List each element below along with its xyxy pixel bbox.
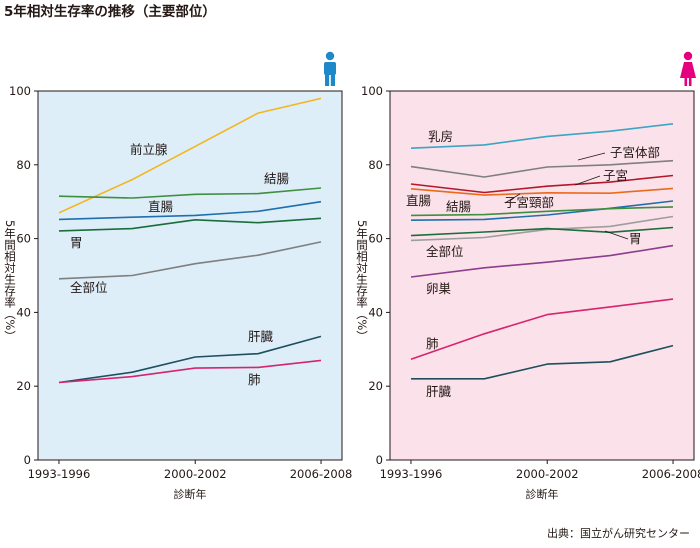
icon-head (325, 51, 335, 61)
y-tick-label: 60 (368, 232, 383, 246)
icon-head (683, 51, 693, 61)
series-label-9: 肺 (426, 336, 439, 351)
x-tick-label: 2000-2002 (164, 467, 227, 481)
label-leader-line-1 (574, 175, 601, 186)
y-tick-label: 80 (16, 158, 31, 172)
series-line-0 (410, 123, 674, 149)
series-line-2 (410, 174, 674, 194)
y-tick-label: 20 (368, 379, 383, 393)
x-axis-label: 診断年 (526, 487, 559, 501)
y-tick-label: 60 (16, 232, 31, 246)
male-person-icon (324, 51, 336, 86)
series-label-0: 前立腺 (130, 142, 168, 157)
plot-area (389, 90, 695, 461)
label-leader-line-2 (504, 193, 521, 204)
plot-area (37, 90, 343, 461)
page-title: 5年相対生存率の推移（主要部位） (4, 3, 216, 20)
series-line-8 (410, 244, 674, 278)
y-tick-label: 40 (16, 305, 31, 319)
series-label-1: 結腸 (264, 171, 290, 186)
y-axis-label: 5年間相対生存率（%） (355, 220, 369, 342)
y-tick-label: 100 (9, 84, 31, 98)
x-tick-label: 2006-2008 (290, 467, 353, 481)
icon-dress (680, 62, 696, 78)
x-axis-label: 診断年 (174, 487, 207, 501)
y-axis-label: 5年間相対生存率（%） (3, 220, 17, 342)
y-tick-label: 40 (368, 305, 383, 319)
y-tick-label: 100 (361, 84, 383, 98)
series-line-7 (410, 226, 674, 237)
series-label-2: 直腸 (148, 199, 174, 214)
y-tick-label: 20 (16, 379, 31, 393)
series-line-0 (58, 97, 322, 214)
series-line-5 (58, 335, 322, 384)
series-line-9 (410, 298, 674, 361)
series-label-6: 肺 (248, 372, 261, 387)
y-tick-label: 0 (376, 453, 383, 467)
chart-panels: 0 20 40 60 80 100 1993-1996 2000-2002 2006-2008 診… (3, 51, 700, 501)
series-label-1: 子宮体部 (610, 145, 660, 160)
icon-leg-right (330, 73, 335, 86)
series-line-2 (58, 200, 322, 221)
series-label-5: 結腸 (446, 199, 472, 214)
series-label-4: 全部位 (70, 280, 108, 295)
series-label-3: 子宮頸部 (504, 195, 554, 210)
y-tick-label: 80 (368, 158, 383, 172)
series-line-4 (58, 241, 322, 280)
icon-leg-left (325, 73, 330, 86)
series-line-4 (410, 200, 674, 221)
x-tick-label: 1993-1996 (380, 467, 443, 481)
source-note: 出典：国立がん研究センター (547, 526, 690, 540)
series-label-6: 全部位 (426, 244, 464, 259)
series-label-3: 胃 (70, 235, 83, 250)
x-tick-label: 2006-2008 (642, 467, 700, 481)
y-tick-label: 0 (24, 453, 31, 467)
series-label-8: 卵巣 (426, 281, 452, 296)
icon-body (324, 62, 336, 75)
series-line-1 (58, 187, 322, 199)
x-tick-label: 2000-2002 (516, 467, 579, 481)
series-label-0: 乳房 (428, 129, 453, 144)
x-tick-label: 1993-1996 (28, 467, 91, 481)
series-line-5 (410, 206, 674, 217)
chart-panel-male: 0 20 40 60 80 100 1993-1996 2000-2002 2006-2008 診… (3, 51, 353, 501)
label-leader-line-3 (604, 230, 629, 240)
series-line-3 (410, 187, 674, 196)
series-label-5: 肝臓 (248, 329, 274, 344)
series-line-1 (410, 159, 674, 178)
female-person-icon (680, 51, 696, 86)
label-leader-line-0 (577, 152, 606, 161)
icon-leg-right (688, 77, 692, 86)
series-label-2: 子宮 (603, 168, 628, 183)
chart-panel-female: 0 20 40 60 80 100 1993-1996 2000-2002 2006-2008 診… (355, 51, 700, 501)
series-line-10 (411, 344, 674, 380)
series-line-6 (58, 359, 322, 384)
series-label-7: 胃 (629, 231, 642, 246)
series-label-10: 肝臓 (426, 384, 452, 399)
series-line-3 (58, 217, 322, 232)
series-label-4: 直腸 (406, 193, 432, 208)
icon-leg-left (684, 77, 688, 86)
